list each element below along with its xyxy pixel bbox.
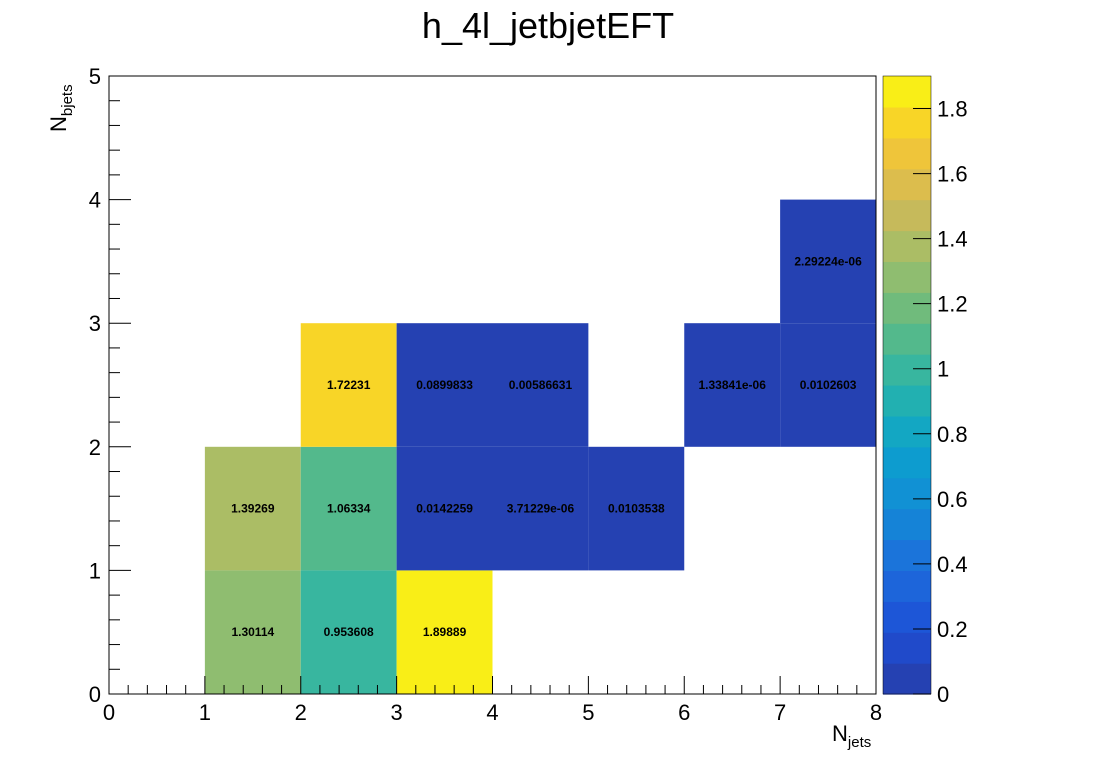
colorbar-tick-label: 1.4 bbox=[937, 227, 968, 252]
colorbar-tick-label: 0.4 bbox=[937, 552, 968, 577]
x-tick-label: 8 bbox=[870, 700, 882, 725]
x-tick-label: 5 bbox=[582, 700, 594, 725]
cell-labels: 1.30114 0.953608 1.89889 1.39269 1.06334 0.01… bbox=[231, 254, 862, 639]
cell-value-label: 0.00586631 bbox=[509, 378, 573, 392]
heatmap-cell bbox=[396, 570, 493, 694]
cell-value-label: 1.06334 bbox=[327, 502, 371, 516]
colorbar-swatch bbox=[883, 199, 931, 232]
colorbar-swatch bbox=[883, 76, 931, 108]
colorbar-tick-label: 0.6 bbox=[937, 487, 968, 512]
y-tick-label: 2 bbox=[89, 435, 101, 460]
colorbar-swatch bbox=[883, 663, 931, 695]
colorbar-swatch bbox=[883, 292, 931, 324]
colorbar-swatch bbox=[883, 570, 931, 602]
colorbar-swatch bbox=[883, 137, 931, 170]
heatmap-cell bbox=[204, 570, 301, 694]
colorbar-swatch bbox=[883, 632, 931, 664]
cell-value-label: 1.72231 bbox=[327, 378, 371, 392]
heatmap-cell bbox=[780, 199, 876, 324]
x-axis-label: Njets bbox=[832, 721, 871, 751]
x-tick-label: 3 bbox=[391, 700, 403, 725]
cell-value-label: 1.33841e-06 bbox=[698, 378, 766, 392]
y-tick-label: 3 bbox=[89, 311, 101, 336]
y-tick-label: 5 bbox=[89, 64, 101, 89]
colorbar-swatch bbox=[883, 601, 931, 633]
cell-value-label: 2.29224e-06 bbox=[794, 254, 862, 268]
cell-value-label: 0.0899833 bbox=[416, 378, 473, 392]
cell-value-label: 1.39269 bbox=[231, 502, 275, 516]
heatmap-cell bbox=[684, 323, 781, 447]
colorbar-swatch bbox=[883, 446, 931, 479]
heatmap-cell bbox=[492, 323, 589, 447]
colorbar-swatch bbox=[883, 539, 931, 571]
colorbar-swatch bbox=[883, 477, 931, 510]
cell-value-label: 0.0142259 bbox=[416, 502, 473, 516]
y-axis-label: Nbjets bbox=[46, 84, 76, 132]
colorbar-swatch bbox=[883, 106, 931, 139]
y-tick-label: 4 bbox=[89, 188, 101, 213]
colorbar-frame bbox=[882, 75, 932, 695]
heatmap-cell bbox=[300, 323, 397, 447]
cell-value-label: 0.0103538 bbox=[608, 502, 665, 516]
x-tick-label: 4 bbox=[486, 700, 498, 725]
colorbar-tick-label: 1 bbox=[937, 357, 949, 382]
heatmap-cell bbox=[780, 323, 876, 447]
colorbar-swatch bbox=[883, 261, 931, 293]
x-tick-label: 0 bbox=[103, 700, 115, 725]
colorbar-tick-label: 0 bbox=[937, 682, 949, 707]
colorbar-swatch bbox=[883, 354, 931, 386]
cell-value-label: 1.89889 bbox=[423, 625, 467, 639]
heatmap-cell bbox=[492, 446, 589, 571]
colorbar-swatch bbox=[883, 323, 931, 355]
cell-value-label: 3.71229e-06 bbox=[507, 502, 575, 516]
colorbar-tick-label: 1.6 bbox=[937, 162, 968, 187]
x-tick-label: 2 bbox=[295, 700, 307, 725]
heatmap-cell bbox=[396, 446, 493, 571]
colorbar-swatch bbox=[883, 385, 931, 417]
axes: 0 1 2 3 4 5 6 7 8 0 1 2 3 4 5 bbox=[89, 64, 882, 725]
cell-value-label: 1.30114 bbox=[231, 625, 274, 639]
colorbar-tick-label: 0.2 bbox=[937, 617, 968, 642]
x-tick-label: 1 bbox=[199, 700, 211, 725]
heatmap-cells bbox=[204, 199, 876, 694]
colorbar-swatch bbox=[883, 230, 931, 262]
heatmap-cell bbox=[300, 446, 397, 571]
y-tick-label: 0 bbox=[89, 682, 101, 707]
heatmap-cell bbox=[396, 323, 493, 447]
y-tick-label: 1 bbox=[89, 558, 101, 583]
colorbar-swatch bbox=[883, 508, 931, 541]
colorbar-tick-label: 1.2 bbox=[937, 292, 968, 317]
heatmap-cell bbox=[588, 446, 685, 571]
colorbar-tick-label: 0.8 bbox=[937, 422, 968, 447]
colorbar: 0 0.2 0.4 0.6 0.8 1 1.2 1.4 1.6 1.8 bbox=[882, 75, 968, 707]
chart-title: h_4l_jetbjetEFT bbox=[422, 5, 674, 46]
x-tick-label: 6 bbox=[678, 700, 690, 725]
heatmap-cell bbox=[300, 570, 397, 694]
cell-value-label: 0.0102603 bbox=[800, 378, 857, 392]
heatmap-cell bbox=[204, 446, 301, 571]
colorbar-tick-label: 1.8 bbox=[937, 97, 968, 122]
cell-value-label: 0.953608 bbox=[324, 625, 374, 639]
colorbar-swatch bbox=[883, 415, 931, 448]
x-tick-label: 7 bbox=[774, 700, 786, 725]
